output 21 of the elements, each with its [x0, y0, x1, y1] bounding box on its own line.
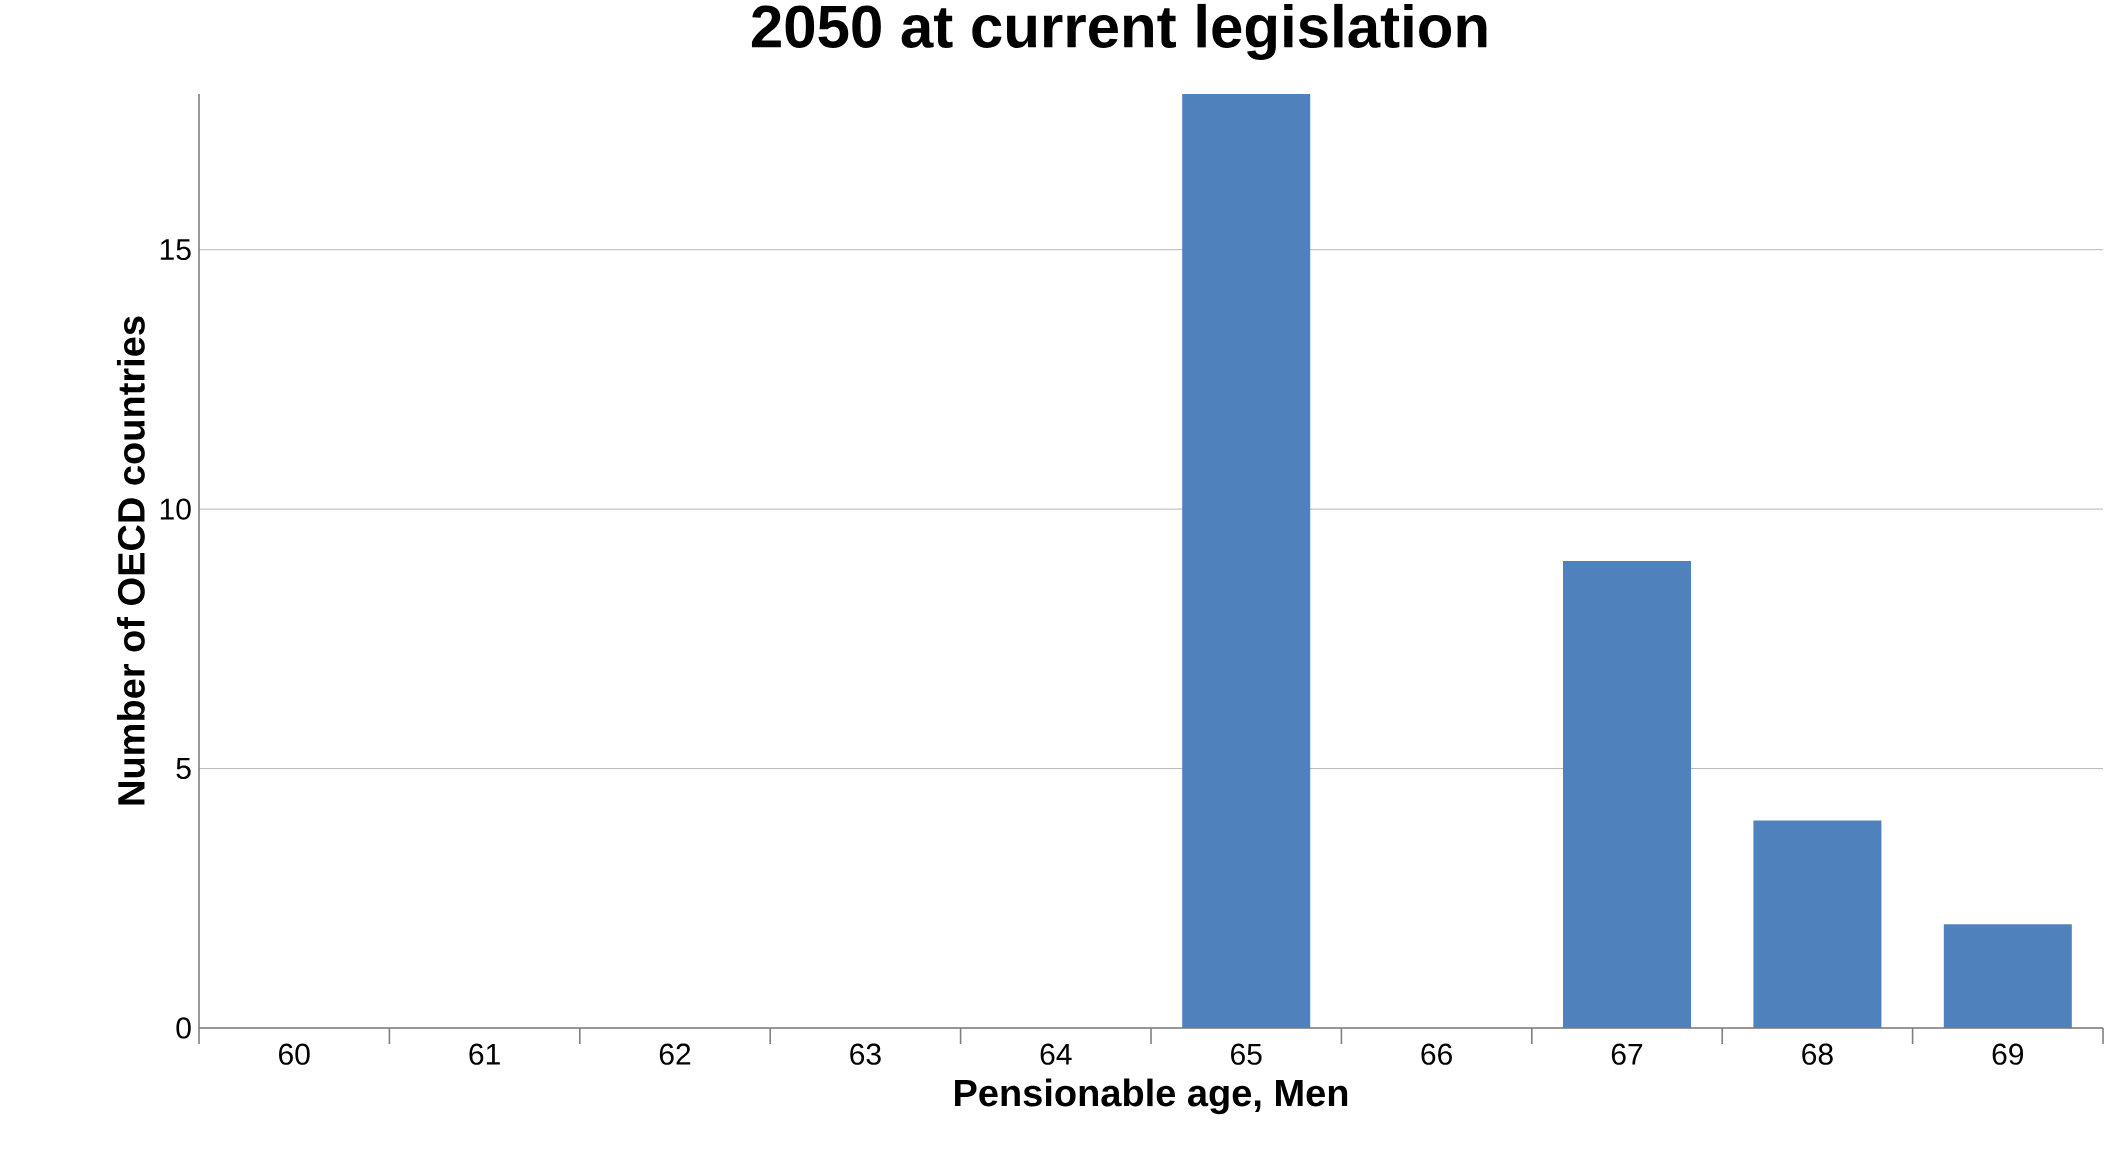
y-tick-label: 15	[160, 239, 191, 261]
x-tick-label: 60	[279, 1043, 310, 1065]
y-tick-label: 5	[176, 758, 191, 780]
x-tick-label: 67	[1611, 1043, 1643, 1065]
x-tick-label: 64	[1040, 1043, 1072, 1065]
chart-title: 2050 at current legislation	[751, 3, 1487, 61]
bar	[1753, 820, 1882, 1028]
x-tick-label: 61	[469, 1043, 500, 1065]
x-tick-label: 63	[850, 1043, 881, 1065]
y-axis-title: Number of OECD countries	[116, 316, 145, 805]
bar	[1563, 561, 1692, 1028]
x-tick-label: 62	[659, 1043, 691, 1065]
x-tick-label: 66	[1421, 1043, 1452, 1065]
y-tick-label: 0	[176, 1017, 191, 1039]
bar	[1182, 93, 1311, 1028]
x-tick-label: 65	[1231, 1043, 1262, 1065]
bar	[1943, 924, 2072, 1028]
x-tick-label: 69	[1992, 1043, 2024, 1065]
x-axis-title: Pensionable age, Men	[955, 1078, 1348, 1115]
y-tick-label: 10	[160, 498, 191, 520]
x-tick-label: 68	[1802, 1043, 1833, 1065]
